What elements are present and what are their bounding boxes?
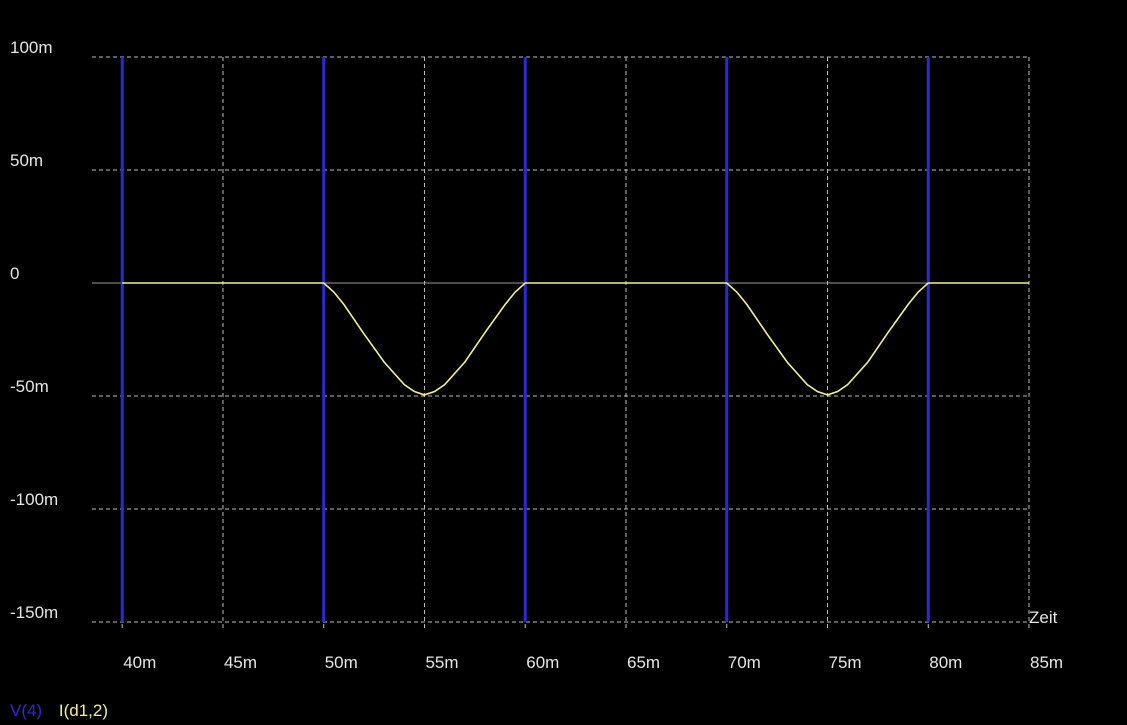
x-tick-label: 65m [627, 653, 660, 672]
x-tick-label: 60m [526, 653, 559, 672]
x-tick-label: 75m [828, 653, 861, 672]
legend: V(4) I(d1,2) [10, 701, 120, 721]
i-d1-2-line [122, 282, 1029, 396]
y-tick-label: 0 [10, 264, 19, 283]
y-tick-label: 100m [10, 38, 53, 57]
x-axis-label: Zeit [1029, 608, 1058, 627]
x-tick-label: 85m [1030, 653, 1063, 672]
y-tick-label: -50m [10, 377, 49, 396]
x-tick-label: 50m [325, 653, 358, 672]
y-tick-label: -100m [10, 490, 58, 509]
x-tick-label: 70m [728, 653, 761, 672]
x-tick-label: 55m [425, 653, 458, 672]
series-layer [120, 57, 1029, 622]
x-tick-label: 45m [224, 653, 257, 672]
y-tick-label: -150m [10, 603, 58, 622]
x-tick-label: 80m [929, 653, 962, 672]
y-tick-label: 50m [10, 151, 43, 170]
legend-entry-v4: V(4) [10, 701, 43, 720]
tick-labels: 100m 50m 0 -50m -100m -150m 40m 45m 50m 55m 60m 65m… [10, 38, 1063, 672]
x-tick-label: 40m [123, 653, 156, 672]
legend-entry-i-d1-2: I(d1,2) [58, 701, 108, 720]
grid [92, 56, 1030, 630]
